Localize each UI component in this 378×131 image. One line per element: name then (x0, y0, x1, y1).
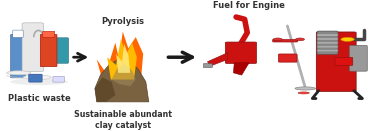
Text: Fuel for Engine: Fuel for Engine (213, 1, 285, 10)
Text: Pyrolysis: Pyrolysis (101, 17, 144, 26)
Circle shape (273, 38, 282, 41)
Polygon shape (208, 53, 228, 66)
Text: Plastic waste: Plastic waste (8, 94, 71, 103)
FancyBboxPatch shape (316, 32, 356, 91)
Polygon shape (95, 77, 115, 102)
Polygon shape (97, 32, 143, 84)
FancyBboxPatch shape (317, 45, 338, 48)
FancyBboxPatch shape (42, 31, 55, 37)
FancyBboxPatch shape (203, 64, 212, 68)
Ellipse shape (295, 87, 315, 90)
Polygon shape (95, 59, 149, 102)
Ellipse shape (298, 92, 309, 94)
FancyBboxPatch shape (225, 42, 257, 63)
FancyBboxPatch shape (273, 39, 298, 42)
FancyBboxPatch shape (11, 34, 25, 78)
Circle shape (341, 37, 354, 41)
Ellipse shape (7, 71, 31, 75)
FancyBboxPatch shape (317, 38, 338, 40)
Text: +: + (116, 50, 130, 68)
Polygon shape (112, 64, 136, 86)
FancyBboxPatch shape (40, 34, 57, 67)
Ellipse shape (23, 75, 51, 80)
Ellipse shape (10, 78, 68, 85)
FancyBboxPatch shape (55, 38, 68, 63)
FancyBboxPatch shape (317, 31, 338, 54)
FancyBboxPatch shape (279, 54, 297, 62)
FancyBboxPatch shape (317, 34, 338, 36)
Circle shape (296, 38, 304, 41)
FancyBboxPatch shape (317, 42, 338, 44)
FancyBboxPatch shape (349, 45, 367, 71)
FancyBboxPatch shape (13, 30, 23, 37)
FancyBboxPatch shape (29, 74, 42, 82)
FancyBboxPatch shape (335, 57, 353, 66)
FancyBboxPatch shape (22, 23, 43, 72)
FancyBboxPatch shape (53, 76, 64, 82)
FancyBboxPatch shape (317, 49, 338, 52)
Polygon shape (234, 63, 249, 75)
Polygon shape (107, 39, 137, 80)
Polygon shape (116, 44, 130, 73)
Text: Sustainable abundant
clay catalyst: Sustainable abundant clay catalyst (74, 110, 172, 130)
